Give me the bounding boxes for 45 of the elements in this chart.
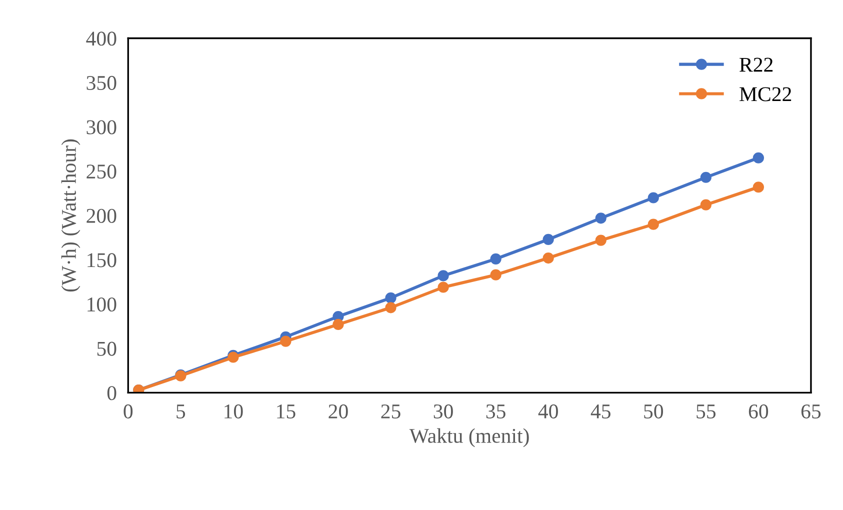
x-axis-title: Waktu (menit) (409, 428, 529, 448)
x-tick-label: 25 (381, 404, 400, 418)
point (648, 192, 659, 204)
x-tick-label: 15 (277, 404, 296, 418)
point (595, 212, 606, 224)
legend-label: MC22 (740, 87, 792, 102)
point (648, 218, 659, 230)
y-tick-label: 350 (86, 76, 116, 90)
x-tick-label: 35 (486, 404, 506, 418)
point (752, 152, 764, 164)
point (700, 199, 712, 210)
y-tick-label: 300 (86, 120, 116, 134)
y-tick-label: 200 (86, 208, 116, 223)
x-tick-label: 65 (801, 404, 821, 418)
y-tick-label: 100 (88, 297, 116, 312)
point (542, 234, 554, 245)
point (542, 252, 554, 264)
y-axis-title: (W·h) (Watt·hour) (61, 139, 80, 292)
point (280, 336, 292, 347)
x-tick-label: 50 (644, 404, 664, 418)
point (332, 318, 344, 330)
x-tick-label: 40 (538, 404, 558, 418)
point (438, 270, 449, 282)
y-tick-label: 400 (86, 32, 116, 46)
point (752, 182, 764, 193)
x-tick-label: 10 (224, 404, 243, 418)
legend-label: R22 (740, 58, 773, 72)
point (700, 172, 712, 183)
x-tick-label: 20 (328, 404, 348, 418)
x-tick-label: 60 (748, 404, 768, 418)
y-tick-label: 50 (97, 342, 116, 356)
point (490, 253, 502, 264)
x-tick-label: 45 (590, 404, 610, 418)
y-tick-label: 0 (107, 386, 116, 400)
y-tick-label: 250 (86, 164, 116, 179)
point (438, 282, 449, 293)
point (385, 302, 396, 314)
x-tick-label: 55 (696, 404, 716, 418)
x-tick-label: 30 (434, 404, 453, 418)
y-tick-label: 150 (88, 253, 116, 268)
point (595, 234, 606, 246)
x-tick-label: 0 (124, 404, 133, 418)
point (385, 292, 396, 304)
x-tick-label: 5 (176, 404, 186, 418)
point (490, 269, 502, 280)
